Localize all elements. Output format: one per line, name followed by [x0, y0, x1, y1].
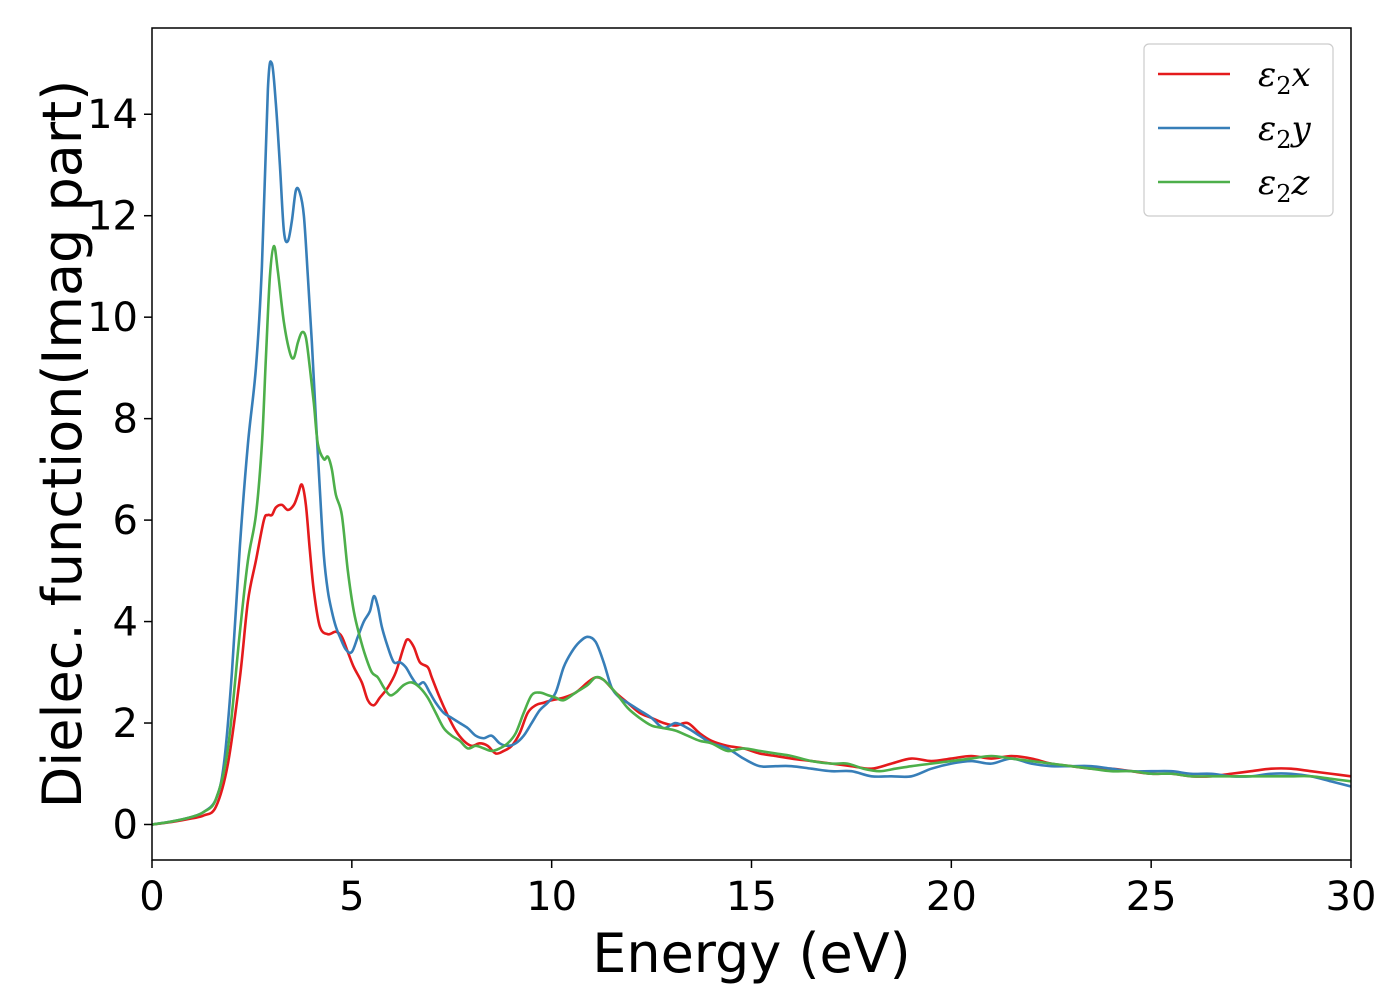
x-tick-label: 25	[1126, 874, 1177, 920]
legend-label-x: ε2x	[1258, 55, 1311, 100]
series-line-z	[152, 244, 1351, 826]
legend-label-z: ε2z	[1258, 163, 1311, 208]
legend-box	[1143, 43, 1334, 217]
y-tick-label: 8	[113, 397, 138, 443]
y-tick-label: 0	[113, 802, 138, 848]
y-tick-label: 6	[113, 498, 138, 544]
x-tick-label: 5	[339, 874, 364, 920]
x-tick-label: 0	[139, 874, 164, 920]
x-tick-label: 10	[526, 874, 577, 920]
y-axis-ticks: 0 2 4 6 8 10 12 14	[87, 92, 152, 848]
x-tick-label: 30	[1326, 874, 1377, 920]
x-axis-ticks: 0 5 10 15 20 25 30	[139, 860, 1376, 920]
y-tick-label: 12	[87, 194, 138, 240]
x-axis-title: Energy (eV)	[592, 922, 911, 985]
x-tick-label: 20	[926, 874, 977, 920]
series-line-y	[152, 60, 1351, 826]
legend: ε2x ε2y ε2z	[1143, 43, 1334, 217]
legend-label-y: ε2y	[1258, 109, 1312, 154]
x-tick-label: 15	[726, 874, 777, 920]
y-tick-label: 2	[113, 701, 138, 747]
series-layer	[152, 60, 1351, 826]
y-axis-title: Dielec. function(Imag part)	[31, 80, 94, 809]
y-tick-label: 14	[87, 92, 138, 138]
y-tick-label: 10	[87, 295, 138, 341]
series-line-x	[152, 483, 1351, 826]
y-tick-label: 4	[113, 600, 138, 646]
